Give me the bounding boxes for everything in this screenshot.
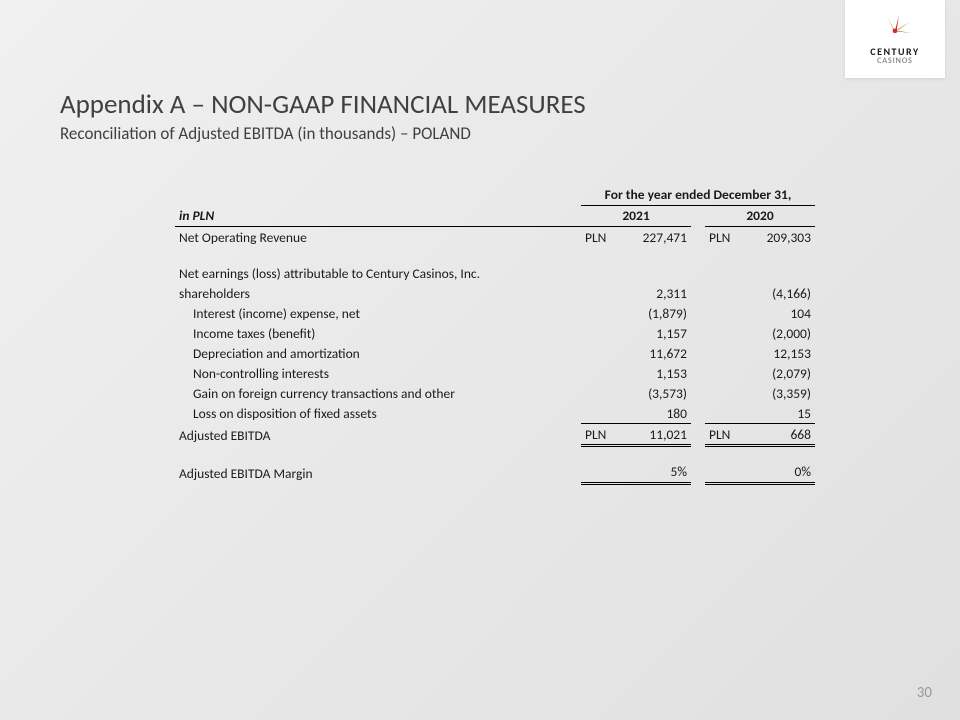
year-2021-header: 2021 [581, 205, 691, 227]
table-row: Non-controlling interests 1,153 (2,079) [175, 363, 815, 383]
currency-mark: PLN [581, 424, 621, 446]
table-row: Net Operating Revenue PLN 227,471 PLN 20… [175, 227, 815, 248]
value-2020: 12,153 [745, 343, 815, 363]
currency-mark: PLN [705, 227, 745, 248]
value-2020: 209,303 [745, 227, 815, 248]
value-2020: (2,079) [745, 363, 815, 383]
currency-unit-label: in PLN [175, 205, 581, 227]
table-row: Gain on foreign currency transactions an… [175, 383, 815, 403]
value-2021: 5% [621, 462, 691, 484]
year-2020-header: 2020 [705, 205, 815, 227]
value-2021: 1,157 [621, 323, 691, 343]
row-label: Non-controlling interests [175, 363, 581, 383]
row-label: Gain on foreign currency transactions an… [175, 383, 581, 403]
value-2020: 668 [745, 424, 815, 446]
column-header-row: in PLN 2021 2020 [175, 205, 815, 227]
currency-mark: PLN [705, 424, 745, 446]
row-label: Adjusted EBITDA Margin [175, 462, 581, 484]
table-row: shareholders 2,311 (4,166) [175, 283, 815, 303]
row-label: Income taxes (benefit) [175, 323, 581, 343]
value-2020: (2,000) [745, 323, 815, 343]
slide-content: Appendix A – NON-GAAP FINANCIAL MEASURES… [0, 0, 960, 485]
value-2021: (1,879) [621, 303, 691, 323]
value-2020: (3,359) [745, 383, 815, 403]
page-subtitle: Reconciliation of Adjusted EBITDA (in th… [60, 123, 900, 144]
table-row-margin: Adjusted EBITDA Margin 5% 0% [175, 462, 815, 484]
value-2021: 2,311 [621, 283, 691, 303]
row-label: Interest (income) expense, net [175, 303, 581, 323]
logo-sub: CASINOS [877, 57, 913, 65]
period-header-row: For the year ended December 31, [175, 184, 815, 205]
table-row: Net earnings (loss) attributable to Cent… [175, 263, 815, 283]
value-2021: 11,021 [621, 424, 691, 446]
value-2021: 227,471 [621, 227, 691, 248]
value-2020: (4,166) [745, 283, 815, 303]
value-2020: 0% [745, 462, 815, 484]
row-label: Adjusted EBITDA [175, 424, 581, 446]
period-label: For the year ended December 31, [581, 184, 815, 205]
value-2021: 1,153 [621, 363, 691, 383]
row-label: shareholders [175, 283, 581, 303]
table-row: Interest (income) expense, net (1,879) 1… [175, 303, 815, 323]
row-label: Depreciation and amortization [175, 343, 581, 363]
value-2020: 104 [745, 303, 815, 323]
value-2021: (3,573) [621, 383, 691, 403]
table-row: Loss on disposition of fixed assets 180 … [175, 403, 815, 424]
logo-box: CENTURY CASINOS [845, 0, 945, 78]
financial-table: For the year ended December 31, in PLN 2… [175, 184, 815, 485]
row-label: Net earnings (loss) attributable to Cent… [175, 263, 815, 283]
table-row-total: Adjusted EBITDA PLN 11,021 PLN 668 [175, 424, 815, 446]
currency-mark: PLN [581, 227, 621, 248]
value-2021: 180 [621, 403, 691, 424]
table-row: Depreciation and amortization 11,672 12,… [175, 343, 815, 363]
value-2021: 11,672 [621, 343, 691, 363]
row-label: Net Operating Revenue [175, 227, 581, 248]
financial-table-wrap: For the year ended December 31, in PLN 2… [175, 184, 815, 485]
value-2020: 15 [745, 403, 815, 424]
page-title: Appendix A – NON-GAAP FINANCIAL MEASURES [60, 88, 900, 121]
page-number: 30 [917, 684, 932, 702]
logo-icon [876, 13, 914, 43]
row-label: Loss on disposition of fixed assets [175, 403, 581, 424]
table-row: Income taxes (benefit) 1,157 (2,000) [175, 323, 815, 343]
